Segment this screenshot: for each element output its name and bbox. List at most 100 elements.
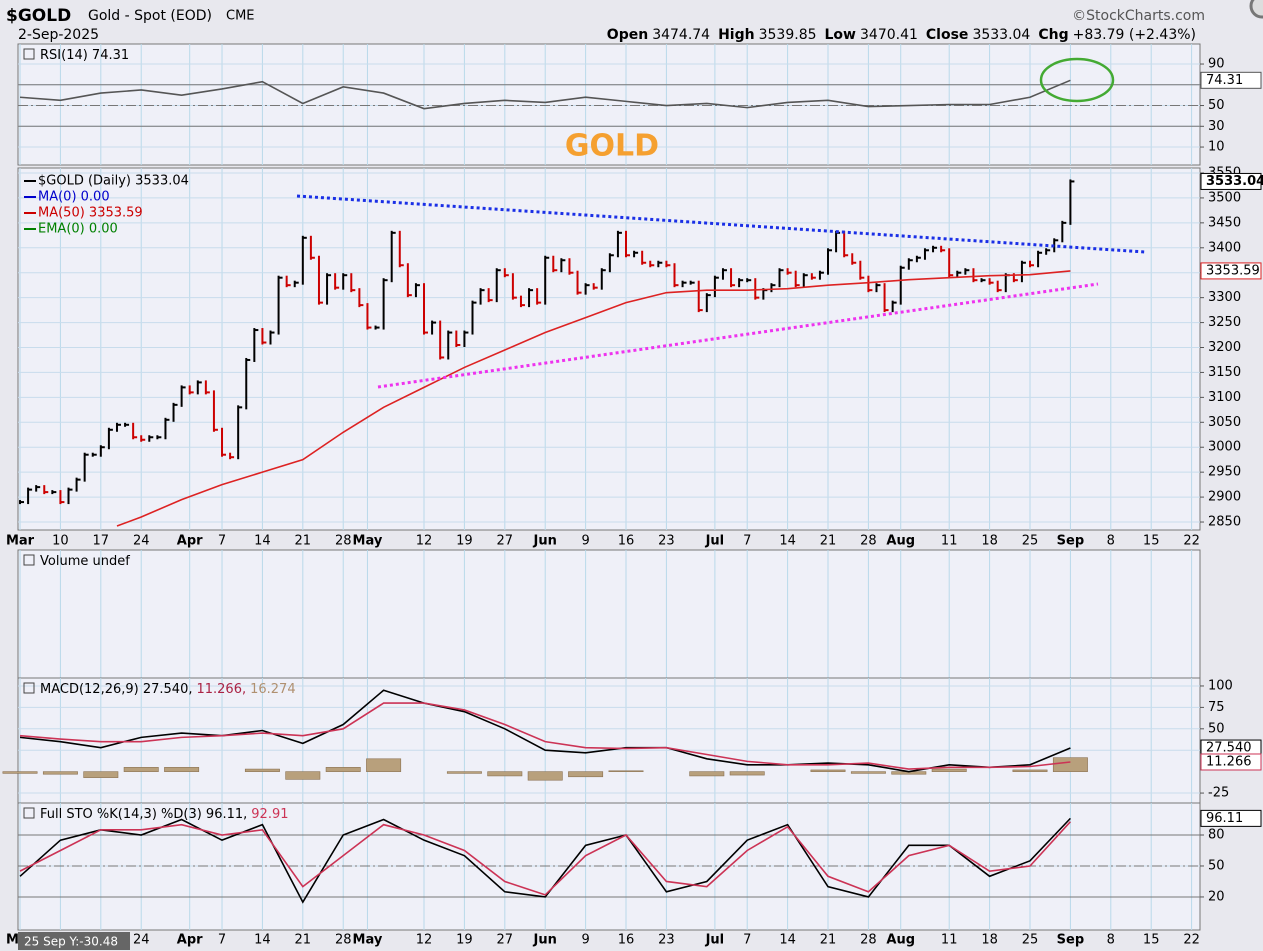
title-part: 92.91 bbox=[251, 807, 288, 822]
y-tick-label: 90 bbox=[1208, 57, 1225, 72]
x-tick-label: 24 bbox=[133, 933, 150, 948]
price-bar bbox=[511, 273, 517, 300]
panel-title: MACD(12,26,9) 27.540, 11.266, 16.274 bbox=[40, 682, 296, 697]
price-bar bbox=[188, 385, 194, 395]
price-bar bbox=[463, 330, 469, 348]
y-tick-label: 3400 bbox=[1208, 240, 1241, 255]
price-bar bbox=[883, 283, 889, 313]
price-bar bbox=[285, 275, 291, 288]
x-tick-label: 19 bbox=[456, 534, 473, 549]
price-bar bbox=[932, 245, 938, 253]
price-bar bbox=[633, 250, 639, 258]
panel-icon bbox=[23, 48, 35, 60]
price-bar bbox=[51, 490, 57, 495]
histogram-bar bbox=[850, 771, 886, 774]
histogram-bar bbox=[2, 771, 38, 774]
price-bar bbox=[746, 278, 752, 283]
x-tick-label: 28 bbox=[860, 933, 877, 948]
x-tick-label: May bbox=[353, 933, 383, 948]
price-bar bbox=[140, 435, 146, 442]
histogram-bar bbox=[729, 771, 765, 776]
y-tick-label: 2850 bbox=[1208, 515, 1241, 530]
histogram-bar bbox=[689, 771, 725, 777]
exchange: CME bbox=[226, 9, 255, 24]
quote-value: 3539.85 bbox=[759, 27, 817, 43]
price-bar bbox=[245, 357, 251, 410]
price-bar bbox=[818, 270, 824, 280]
y-tick-label: 20 bbox=[1208, 889, 1225, 904]
x-tick-label: 7 bbox=[218, 933, 226, 948]
price-bar bbox=[35, 485, 41, 492]
corner-icon[interactable] bbox=[1249, 0, 1263, 19]
price-bar bbox=[980, 278, 986, 283]
price-bar bbox=[309, 235, 315, 260]
price-bar bbox=[754, 278, 760, 300]
price-bar bbox=[253, 328, 259, 362]
price-bar bbox=[293, 280, 299, 288]
histogram-bar bbox=[42, 771, 78, 775]
symbol: $GOLD bbox=[6, 6, 71, 26]
panel-title: Volume undef bbox=[40, 554, 130, 569]
cursor-readout-box bbox=[18, 932, 130, 950]
price-bar bbox=[713, 275, 719, 298]
price-bar bbox=[1029, 260, 1035, 268]
price-bar bbox=[988, 278, 994, 285]
panel-icon bbox=[23, 554, 35, 566]
price-bar bbox=[948, 248, 954, 278]
series-line bbox=[19, 689, 1071, 773]
x-tick-label: 16 bbox=[618, 933, 635, 948]
price-bar bbox=[495, 268, 501, 303]
price-bar bbox=[810, 273, 816, 280]
price-bar bbox=[519, 295, 525, 308]
price-bar bbox=[164, 417, 170, 440]
price-bar bbox=[91, 452, 97, 457]
price-bar bbox=[156, 435, 162, 440]
price-bar bbox=[641, 250, 647, 265]
price-bar bbox=[721, 268, 727, 280]
panel bbox=[17, 549, 1201, 679]
value-box-label: 11.266 bbox=[1206, 754, 1252, 769]
price-bar bbox=[43, 485, 49, 495]
price-bar bbox=[802, 273, 808, 288]
x-tick-label: 9 bbox=[581, 933, 589, 948]
value-box-label: 74.31 bbox=[1206, 73, 1243, 88]
histogram-bar bbox=[123, 767, 159, 772]
x-tick-label: Jun bbox=[533, 534, 557, 549]
price-bar bbox=[1037, 250, 1043, 268]
price-bar bbox=[996, 280, 1002, 293]
price-bar bbox=[560, 258, 566, 273]
x-tick-label: 15 bbox=[1143, 933, 1160, 948]
price-bar bbox=[471, 300, 477, 335]
y-tick-label: 100 bbox=[1208, 678, 1233, 693]
y-tick-label: 3450 bbox=[1208, 215, 1241, 230]
price-bar bbox=[875, 283, 881, 293]
price-bar bbox=[132, 422, 138, 440]
x-tick-label: 22 bbox=[1183, 534, 1200, 549]
x-tick-label: 12 bbox=[416, 534, 433, 549]
x-tick-label: 9 bbox=[581, 534, 589, 549]
price-bar bbox=[212, 390, 218, 432]
date: 2-Sep-2025 bbox=[18, 27, 99, 43]
x-tick-label: 14 bbox=[779, 933, 796, 948]
quote-label: High bbox=[718, 27, 755, 43]
x-tick-label: 18 bbox=[981, 534, 998, 549]
x-tick-label: 21 bbox=[820, 534, 837, 549]
x-tick-label: 23 bbox=[658, 933, 675, 948]
price-bar bbox=[107, 427, 113, 450]
price-bar bbox=[277, 275, 283, 335]
x-tick-label: 17 bbox=[93, 534, 110, 549]
cursor-readout: 25 Sep Y:-30.48 bbox=[24, 935, 118, 949]
x-tick-label: 25 bbox=[1022, 933, 1039, 948]
price-bar bbox=[705, 293, 711, 313]
price-bar bbox=[431, 320, 437, 335]
histogram-bar bbox=[1012, 769, 1048, 772]
title-part: MACD(12,26,9) 27.540, bbox=[40, 682, 192, 697]
price-bar bbox=[681, 280, 687, 288]
price-bar bbox=[689, 280, 695, 285]
x-tick-label: 21 bbox=[820, 933, 837, 948]
x-tick-label: 7 bbox=[218, 534, 226, 549]
y-tick-label: 3250 bbox=[1208, 315, 1241, 330]
price-bar bbox=[455, 330, 461, 348]
x-tick-label: 7 bbox=[743, 534, 751, 549]
title-part: Full STO %K(14,3) %D(3) 96.11, bbox=[40, 807, 247, 822]
